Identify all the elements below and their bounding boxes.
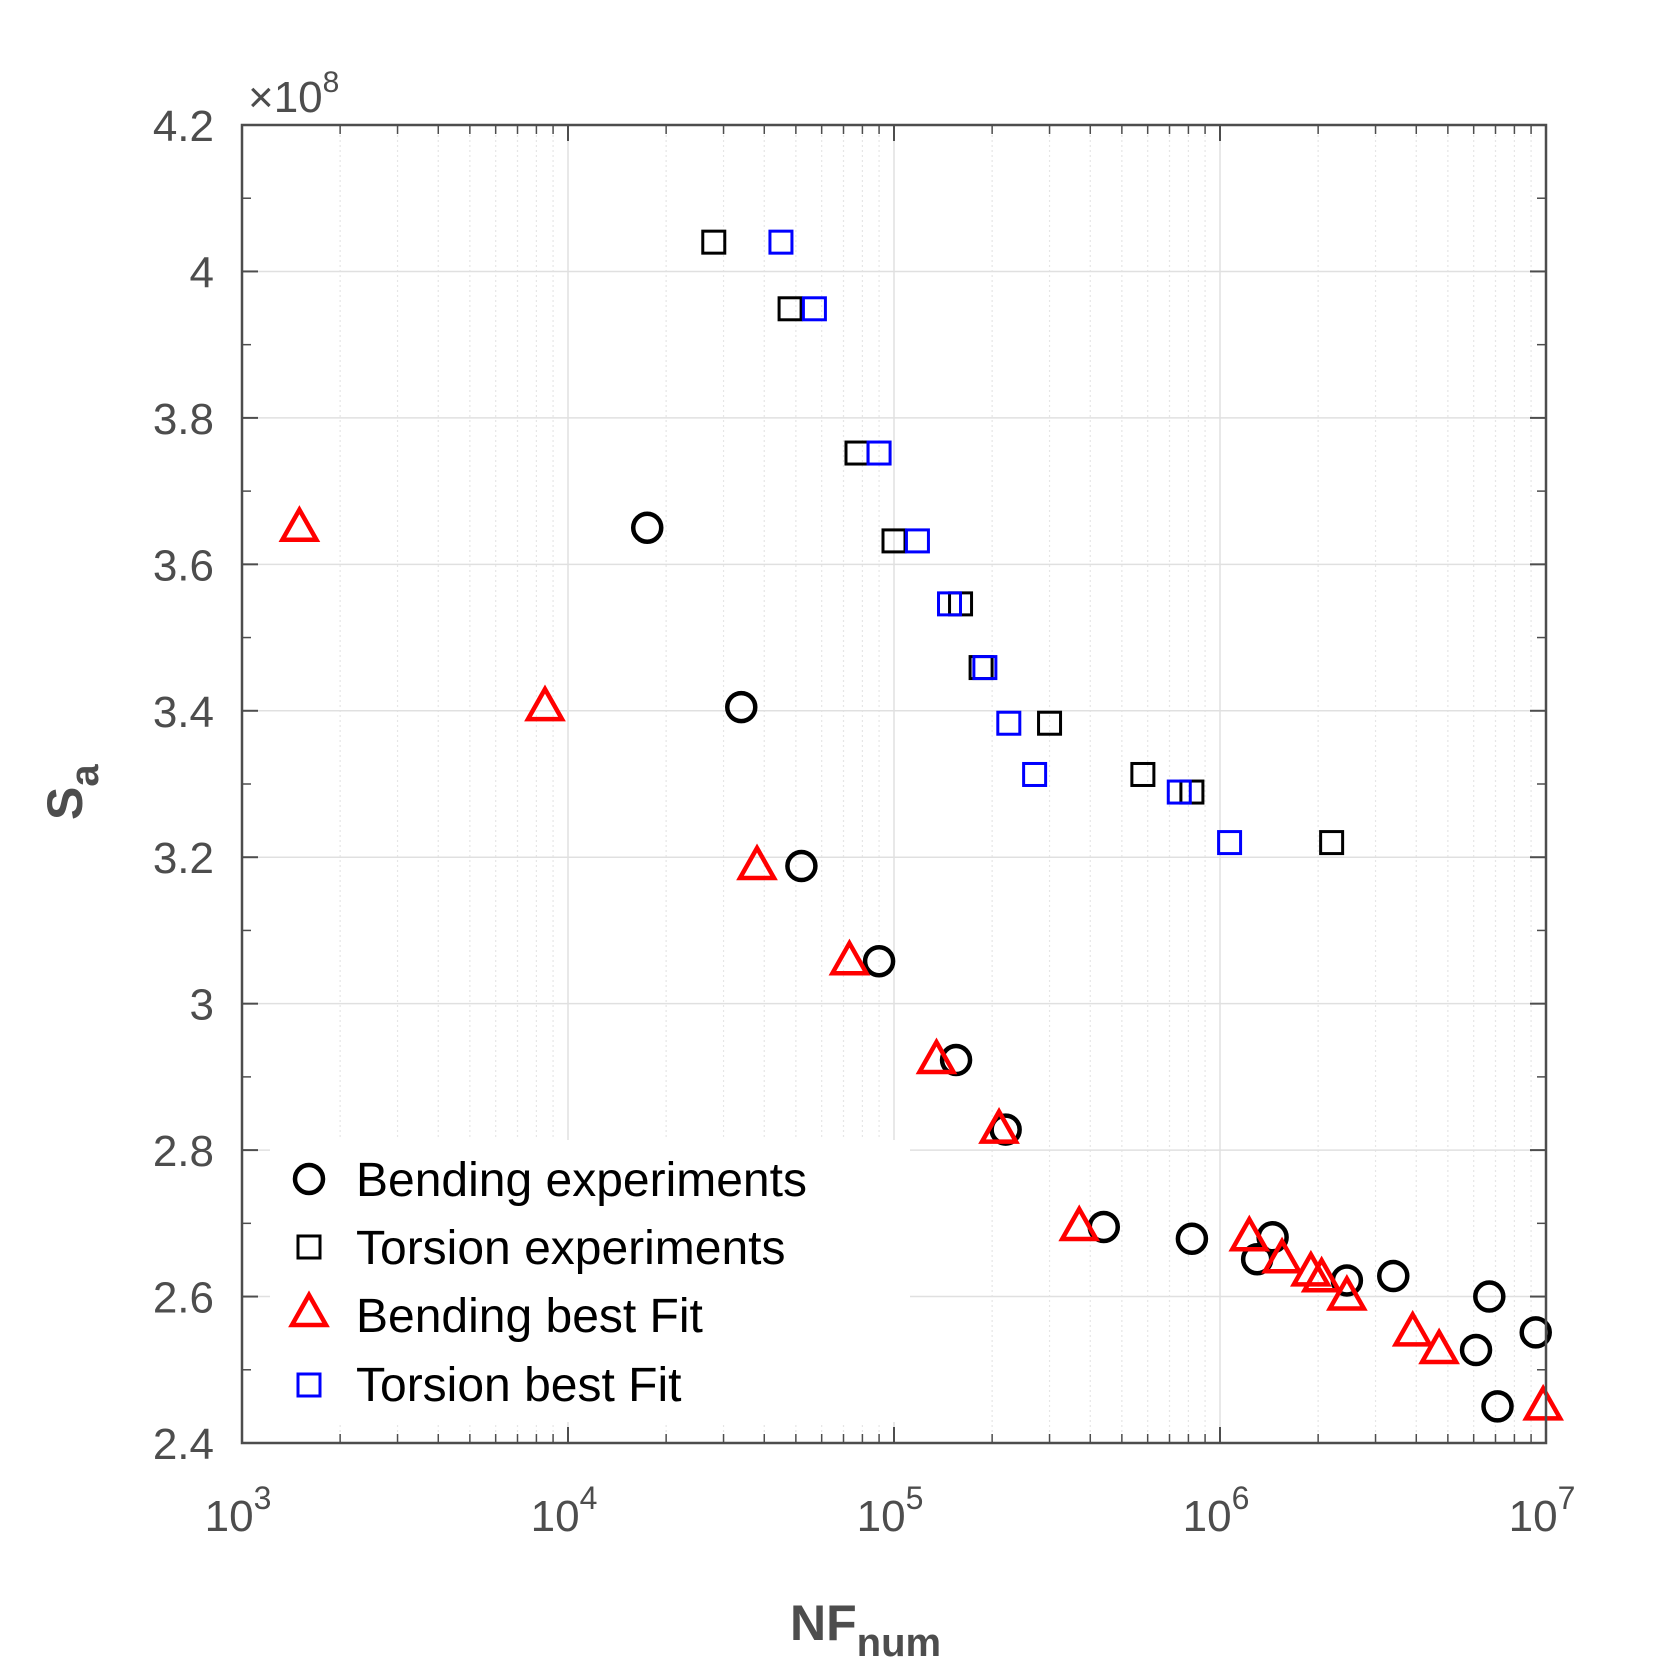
data-point-torsion-best-fit <box>801 296 827 322</box>
x-tick-label-exponent: 4 <box>580 1480 598 1516</box>
data-point-bending-best-fit <box>1058 1204 1101 1242</box>
y-tick-label: 3 <box>190 981 214 1030</box>
multiplier-exponent: 8 <box>323 66 340 99</box>
legend-box <box>270 1140 910 1422</box>
legend-label: Bending experiments <box>356 1154 807 1207</box>
y-tick-label: 2.4 <box>153 1420 214 1469</box>
legend-square-marker-icon <box>296 1234 322 1260</box>
x-tick-label-base: 10 <box>1509 1492 1558 1541</box>
data-point-bending-experiments <box>1175 1222 1209 1255</box>
axis-ticks: 103 104 105 106 1072.42.62.833.23.43.63.844.… <box>153 102 1576 1541</box>
data-point-bending-best-fit <box>978 1107 1020 1144</box>
data-point-bending-experiments <box>1481 1390 1514 1423</box>
data-point-torsion-best-fit <box>904 528 930 554</box>
y-tick-label: 2.8 <box>153 1127 214 1176</box>
y-axis-title-sub: a <box>63 764 107 787</box>
data-point-bending-best-fit <box>524 684 566 722</box>
data-point-torsion-experiments <box>1179 779 1205 805</box>
data-point-torsion-experiments <box>1319 830 1345 856</box>
data-point-bending-experiments <box>725 690 758 724</box>
data-point-bending-experiments <box>630 511 664 544</box>
multiplier-base: 10 <box>274 73 323 122</box>
data-point-bending-experiments <box>1519 1316 1552 1349</box>
data-point-bending-best-fit <box>1326 1273 1368 1311</box>
data-point-bending-best-fit <box>915 1037 958 1075</box>
data-point-torsion-best-fit <box>1217 830 1243 856</box>
y-tick-label: 4.2 <box>153 102 214 151</box>
data-point-torsion-experiments <box>844 440 870 466</box>
data-point-torsion-best-fit <box>1166 779 1192 805</box>
data-point-torsion-experiments <box>701 229 727 255</box>
x-tick-label: 104 <box>531 1480 598 1541</box>
legend-label: Torsion best Fit <box>356 1359 681 1412</box>
y-tick-label: 2.6 <box>153 1274 214 1323</box>
x-tick-label-exponent: 3 <box>254 1480 272 1516</box>
data-point-bending-best-fit <box>1300 1255 1343 1293</box>
legend-entry-bending-best-fit: Bending best Fit <box>288 1290 703 1343</box>
y-tick-label: 3.8 <box>153 395 214 444</box>
legend-triangle-marker-icon <box>288 1290 330 1328</box>
legend-circle-marker-icon <box>292 1162 326 1196</box>
x-tick-label-base: 10 <box>205 1492 254 1541</box>
data-point-torsion-best-fit <box>1022 761 1048 787</box>
data-point-bending-best-fit <box>1522 1383 1565 1421</box>
x-tick-label-exponent: 5 <box>906 1480 924 1516</box>
x-tick-label-base: 10 <box>857 1492 906 1541</box>
data-point-bending-best-fit <box>278 505 321 542</box>
x-tick-label-base: 10 <box>1183 1492 1232 1541</box>
legend-label: Bending best Fit <box>356 1290 703 1343</box>
data-markers <box>278 229 1565 1423</box>
x-tick-label: 103 <box>205 1480 272 1541</box>
y-tick-label: 4 <box>190 248 214 297</box>
x-axis-title: NFnum <box>790 1595 941 1665</box>
x-tick-label: 106 <box>1183 1480 1250 1541</box>
data-point-torsion-experiments <box>1037 710 1063 736</box>
y-tick-label: 3.6 <box>153 541 214 590</box>
data-point-bending-best-fit <box>736 843 778 881</box>
legend-entry-bending-experiments: Bending experiments <box>292 1154 807 1207</box>
legend-label: Torsion experiments <box>356 1222 786 1275</box>
x-axis-title-main: NF <box>790 1595 857 1651</box>
data-point-bending-best-fit <box>828 938 871 976</box>
data-point-bending-experiments <box>785 849 818 883</box>
legend: Bending experiments Torsion experiments … <box>270 1140 910 1422</box>
x-tick-label-base: 10 <box>531 1492 580 1541</box>
data-point-bending-experiments <box>1459 1333 1493 1367</box>
data-point-bending-best-fit <box>1261 1236 1303 1274</box>
data-point-torsion-best-fit <box>972 655 998 681</box>
y-axis-title: Sa <box>37 764 107 820</box>
data-point-bending-experiments <box>1377 1259 1410 1293</box>
data-point-torsion-experiments <box>777 296 803 322</box>
y-axis-title-main: S <box>37 787 93 820</box>
data-point-torsion-best-fit <box>937 591 963 617</box>
data-point-bending-best-fit <box>1290 1249 1332 1287</box>
data-point-torsion-experiments <box>1130 761 1156 787</box>
y-tick-label: 3.4 <box>153 688 214 737</box>
y-tick-label: 3.2 <box>153 834 214 883</box>
data-point-torsion-best-fit <box>768 229 794 255</box>
multiplier-symbol: × <box>248 73 274 122</box>
data-point-bending-experiments <box>862 944 896 978</box>
legend-square-marker-icon <box>296 1372 322 1398</box>
x-tick-label: 105 <box>857 1480 924 1541</box>
x-tick-label-exponent: 6 <box>1232 1480 1250 1516</box>
x-tick-label: 107 <box>1509 1480 1576 1541</box>
data-point-torsion-best-fit <box>996 710 1022 736</box>
data-point-bending-best-fit <box>1418 1327 1460 1365</box>
x-tick-label-exponent: 7 <box>1558 1480 1576 1516</box>
x-axis-title-sub: num <box>857 1621 941 1665</box>
data-point-torsion-best-fit <box>866 440 892 466</box>
legend-entry-torsion-experiments: Torsion experiments <box>296 1222 786 1275</box>
legend-entry-torsion-best-fit: Torsion best Fit <box>296 1359 681 1412</box>
data-point-bending-experiments <box>1473 1280 1506 1313</box>
data-point-bending-best-fit <box>1228 1214 1271 1252</box>
y-axis-multiplier: ×108 <box>248 66 339 122</box>
data-point-bending-best-fit <box>1391 1309 1434 1347</box>
